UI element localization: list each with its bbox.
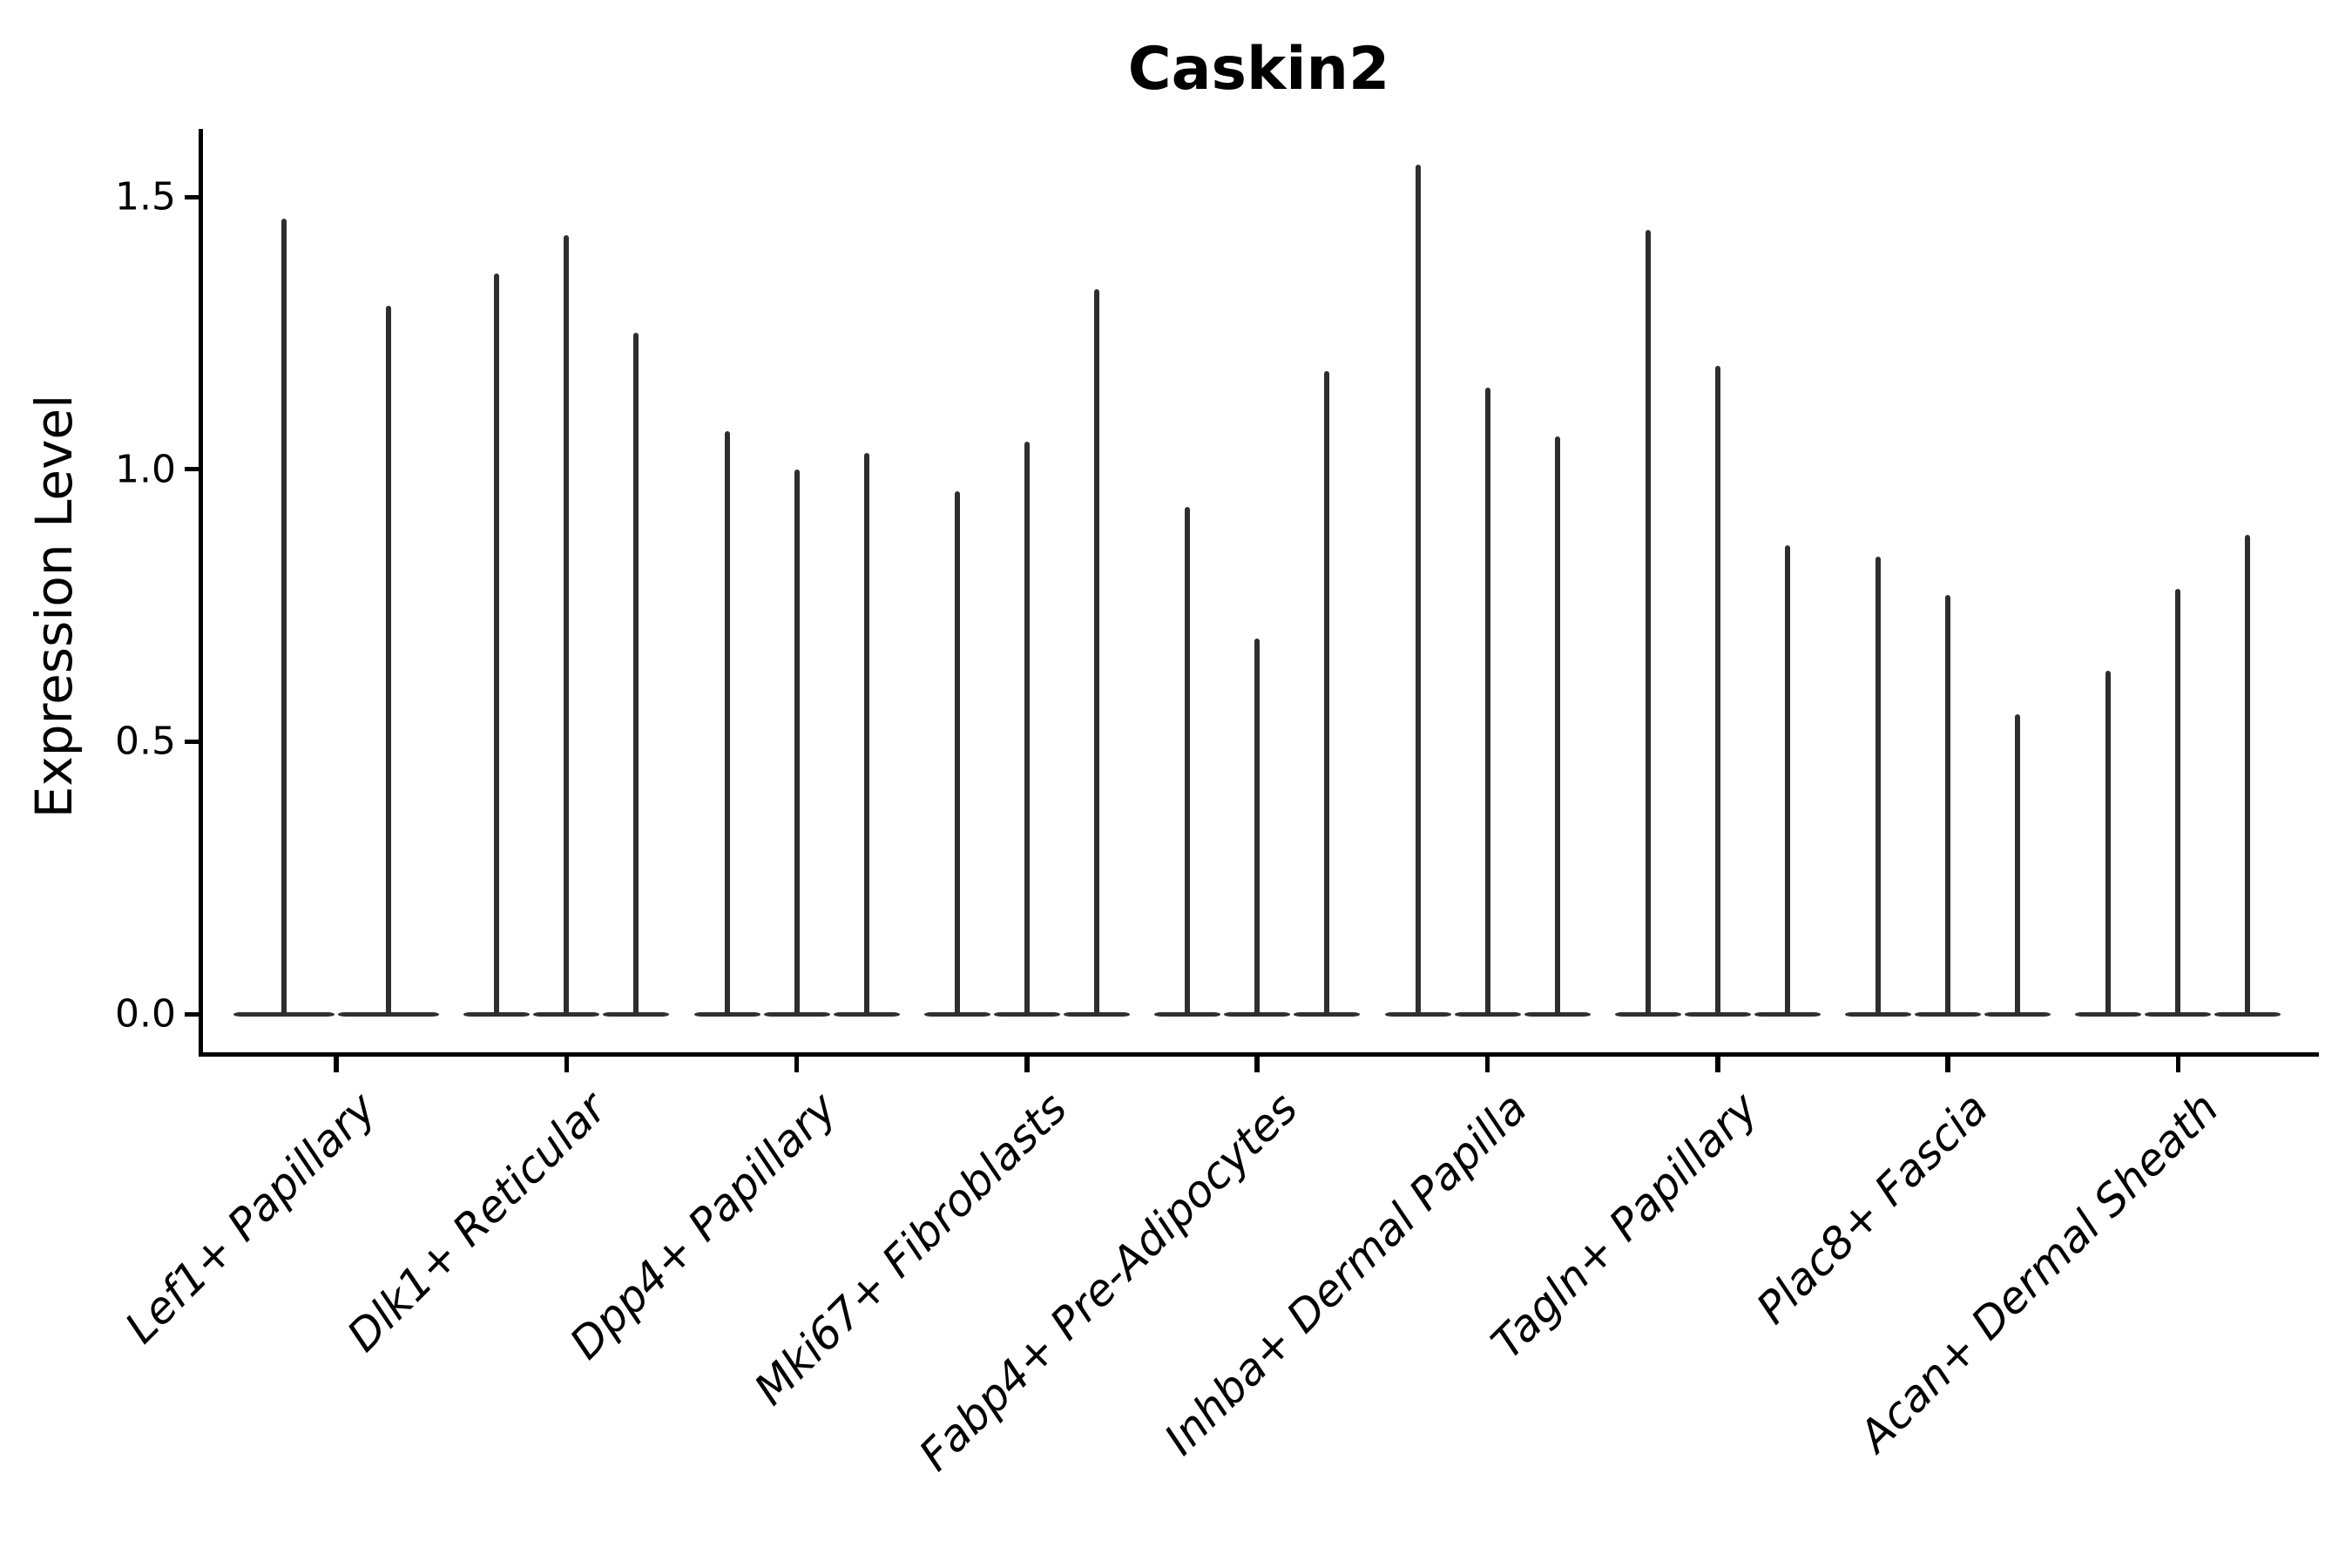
violin-spike bbox=[1645, 229, 1651, 1016]
violin-spike bbox=[633, 333, 639, 1016]
violin-spike bbox=[1024, 442, 1030, 1016]
x-tick bbox=[334, 1057, 339, 1072]
violin-spike bbox=[1484, 387, 1490, 1016]
violin-spike bbox=[1324, 371, 1330, 1016]
y-tick-label: 1.5 bbox=[115, 174, 176, 220]
violin-spike bbox=[1415, 164, 1421, 1016]
x-tick-label: Inhba+ Dermal Papilla bbox=[1155, 1083, 1538, 1465]
violin-spike bbox=[1876, 556, 1882, 1016]
violin-spike bbox=[2175, 589, 2181, 1016]
violin-spike bbox=[564, 234, 570, 1016]
violin-spike bbox=[494, 273, 500, 1016]
violin-spike bbox=[1254, 638, 1260, 1016]
violin-spike bbox=[386, 306, 391, 1016]
y-axis-spine bbox=[199, 129, 203, 1057]
x-tick bbox=[564, 1057, 570, 1072]
x-tick bbox=[1484, 1057, 1490, 1072]
violin-spike bbox=[724, 430, 730, 1016]
violin-spike bbox=[863, 452, 869, 1016]
x-tick-label: Plac8+ Fascia bbox=[1747, 1083, 1998, 1334]
violin-spike bbox=[281, 219, 287, 1016]
violin-spike bbox=[2245, 534, 2251, 1016]
plot-title: Caskin2 bbox=[1127, 35, 1390, 104]
x-tick-label: Lef1+ Papillary bbox=[115, 1083, 387, 1354]
x-tick bbox=[1945, 1057, 1950, 1072]
x-tick bbox=[1715, 1057, 1720, 1072]
y-tick bbox=[185, 739, 199, 744]
violin-spike bbox=[1714, 365, 1720, 1016]
y-tick bbox=[185, 1011, 199, 1017]
violin-spike bbox=[1093, 289, 1099, 1016]
violin-spike bbox=[1945, 594, 1951, 1016]
y-tick bbox=[185, 467, 199, 472]
x-tick-label: Fabp4+ Pre-Adipocytes bbox=[909, 1083, 1308, 1481]
x-tick bbox=[2175, 1057, 2181, 1072]
violin-spike bbox=[1185, 507, 1191, 1016]
y-tick-label: 0.5 bbox=[115, 719, 176, 764]
x-tick bbox=[794, 1057, 800, 1072]
y-tick-label: 0.0 bbox=[115, 991, 176, 1037]
x-tick bbox=[1254, 1057, 1260, 1072]
violin-spike bbox=[2015, 714, 2021, 1016]
x-axis-spine bbox=[199, 1052, 2319, 1057]
y-tick-label: 1.0 bbox=[115, 447, 176, 492]
violin-spike bbox=[1554, 436, 1560, 1016]
violin-spike bbox=[954, 490, 960, 1016]
violin-spike bbox=[2105, 671, 2112, 1016]
violin-spike bbox=[794, 469, 800, 1016]
x-tick bbox=[1024, 1057, 1030, 1072]
violin-spike bbox=[1784, 545, 1790, 1016]
y-tick bbox=[185, 194, 199, 199]
